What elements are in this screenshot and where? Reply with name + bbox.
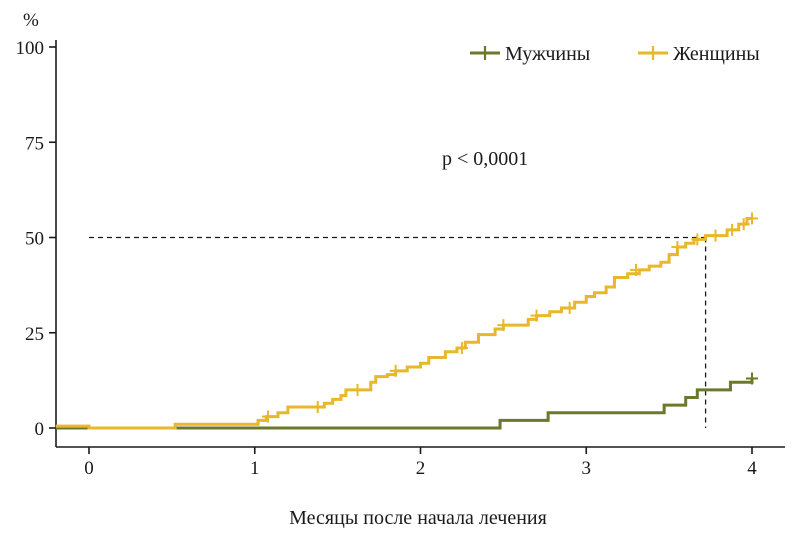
series-0 <box>55 372 758 430</box>
x-tick-label-3: 3 <box>582 458 592 479</box>
y-ticks: 0 25 50 75 100 <box>16 38 56 440</box>
legend-item-0: Мужчины <box>470 43 590 65</box>
legend-item-1: Женщины <box>638 43 760 65</box>
x-tick-label-1: 1 <box>250 458 260 479</box>
series-layer <box>55 212 758 430</box>
y-tick-label-0: 0 <box>35 419 45 440</box>
x-tick-label-0: 0 <box>84 458 94 479</box>
series-line-1 <box>55 216 752 430</box>
y-tick-label-25: 25 <box>25 324 44 345</box>
series-1 <box>55 212 758 430</box>
legend-label-1: Женщины <box>673 43 760 65</box>
x-tick-label-4: 4 <box>747 458 757 479</box>
y-tick-label-50: 50 <box>25 229 44 250</box>
median-reference-lines <box>89 236 707 428</box>
x-ticks: 0 1 2 3 4 <box>84 447 757 479</box>
y-axis-title: % <box>23 10 39 31</box>
y-tick-label-100: 100 <box>16 38 45 59</box>
axes: 0 25 50 75 100 0 1 2 3 4 % Месяцы после начала л… <box>16 10 785 529</box>
x-axis-title: Месяцы после начала лечения <box>289 507 547 529</box>
p-value-annotation: p < 0,0001 <box>442 148 528 170</box>
series-line-0 <box>55 378 754 430</box>
x-tick-label-2: 2 <box>416 458 426 479</box>
y-tick-label-75: 75 <box>25 133 44 154</box>
legend-label-0: Мужчины <box>505 43 590 65</box>
legend: Мужчины Женщины <box>470 43 760 65</box>
